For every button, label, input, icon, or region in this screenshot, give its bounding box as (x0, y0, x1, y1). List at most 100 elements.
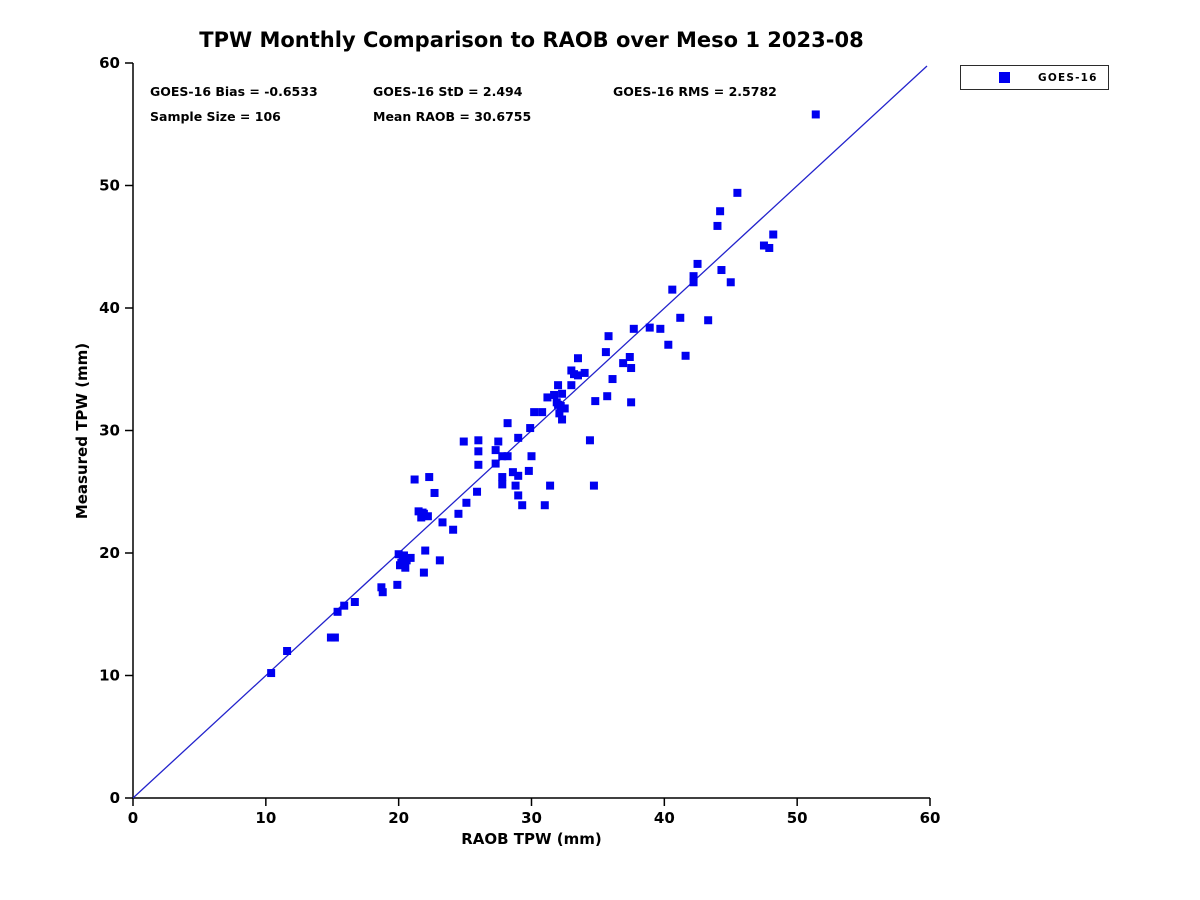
scatter-point (573, 354, 582, 363)
scatter-point (733, 188, 742, 197)
x-tick-label-30: 30 (521, 809, 542, 827)
scatter-point (726, 278, 735, 287)
stat-sample-size: Sample Size = 106 (150, 109, 281, 124)
scatter-point (330, 633, 339, 642)
scatter-point (498, 473, 507, 482)
scatter-point (421, 546, 430, 555)
scatter-point (716, 207, 725, 216)
x-tick-label-10: 10 (255, 809, 276, 827)
scatter-point (503, 452, 512, 461)
scatter-point (759, 241, 768, 250)
scatter-point (399, 551, 408, 560)
scatter-point (474, 460, 483, 469)
y-tick-label-40: 40 (99, 299, 120, 317)
scatter-point (554, 400, 563, 409)
scatter-point (530, 408, 539, 417)
scatter-point (591, 397, 600, 406)
scatter-point (603, 392, 612, 401)
scatter-point (717, 266, 726, 275)
scatter-point (508, 468, 517, 477)
scatter-point (589, 481, 598, 490)
legend-marker-square-icon (999, 72, 1010, 83)
legend: GOES-16 (960, 65, 1109, 90)
scatter-point (558, 415, 567, 424)
scatter-point (377, 583, 386, 592)
scatter-point (494, 437, 503, 446)
scatter-point (560, 404, 569, 413)
x-tick-label-40: 40 (654, 809, 675, 827)
scatter-point (435, 556, 444, 565)
scatter-point (664, 340, 673, 349)
scatter-point (629, 324, 638, 333)
scatter-point (713, 221, 722, 230)
x-tick-label-20: 20 (388, 809, 409, 827)
scatter-point (526, 424, 535, 433)
scatter-point (689, 278, 698, 287)
scatter-point (580, 368, 589, 377)
scatter-point (393, 580, 402, 589)
scatter-point (608, 375, 617, 384)
scatter-point (410, 475, 419, 484)
scatter-point (491, 459, 500, 468)
scatter-point (585, 436, 594, 445)
scatter-point (645, 323, 654, 332)
scatter-point (267, 669, 276, 678)
y-tick-label-60: 60 (99, 54, 120, 72)
scatter-point (704, 316, 713, 325)
x-tick-label-50: 50 (787, 809, 808, 827)
x-axis-label: RAOB TPW (mm) (461, 830, 602, 848)
scatter-point (550, 390, 559, 399)
scatter-point (511, 481, 520, 490)
scatter-point (350, 598, 359, 606)
scatter-point (491, 446, 500, 455)
scatter-point (540, 501, 549, 510)
scatter-point (333, 607, 342, 616)
scatter-point (625, 353, 634, 361)
y-tick-label-20: 20 (99, 544, 120, 562)
scatter-point (676, 313, 685, 322)
y-tick-label-50: 50 (99, 177, 120, 195)
chart-title: TPW Monthly Comparison to RAOB over Meso… (199, 28, 864, 52)
scatter-point (395, 561, 404, 570)
stat-rms: GOES-16 RMS = 2.5782 (613, 84, 777, 99)
scatter-point (546, 481, 555, 490)
scatter-point (473, 487, 482, 496)
scatter-point (668, 285, 677, 294)
x-tick-label-0: 0 (128, 809, 138, 827)
scatter-point (503, 419, 512, 428)
scatter-point (627, 398, 636, 407)
scatter-point (554, 381, 563, 390)
legend-label: GOES-16 (1038, 71, 1098, 84)
y-axis-label: Measured TPW (mm) (73, 342, 91, 520)
scatter-point (283, 647, 292, 655)
scatter-point (449, 525, 458, 534)
scatter-point (567, 381, 576, 390)
scatter-point (524, 466, 533, 475)
scatter-point (378, 588, 387, 597)
scatter-point (604, 332, 613, 341)
scatter-point (406, 553, 415, 562)
scatter-point (425, 473, 434, 482)
x-tick-label-60: 60 (920, 809, 941, 827)
y-tick-label-30: 30 (99, 422, 120, 440)
scatter-point (498, 480, 507, 489)
scatter-point (462, 498, 471, 507)
y-tick-label-10: 10 (99, 667, 120, 685)
stat-bias: GOES-16 Bias = -0.6533 (150, 84, 318, 99)
stat-std: GOES-16 StD = 2.494 (373, 84, 523, 99)
scatter-point (438, 518, 447, 527)
scatter-point (474, 436, 483, 445)
scatter-point (498, 452, 507, 461)
scatter-point (570, 370, 579, 379)
scatter-point (656, 324, 665, 333)
scatter-point (454, 509, 463, 518)
scatter-point (543, 393, 552, 402)
stat-mean-raob: Mean RAOB = 30.6755 (373, 109, 532, 124)
scatter-point (419, 568, 428, 577)
scatter-point (514, 491, 523, 500)
scatter-point (459, 437, 468, 446)
scatter-point (555, 409, 564, 418)
scatter-point (627, 364, 636, 373)
scatter-point (514, 433, 523, 442)
